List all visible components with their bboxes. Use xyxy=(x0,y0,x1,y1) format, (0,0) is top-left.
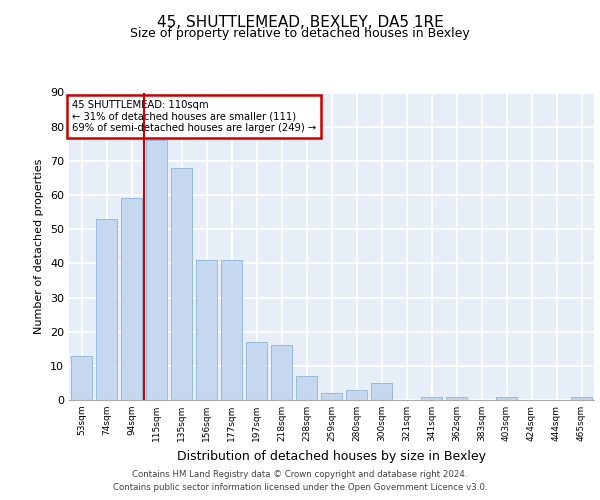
Bar xyxy=(96,219,117,400)
Y-axis label: Number of detached properties: Number of detached properties xyxy=(34,158,44,334)
Bar xyxy=(271,346,292,400)
Bar xyxy=(296,376,317,400)
Bar xyxy=(446,396,467,400)
Bar xyxy=(346,390,367,400)
Text: 45, SHUTTLEMEAD, BEXLEY, DA5 1RE: 45, SHUTTLEMEAD, BEXLEY, DA5 1RE xyxy=(157,15,443,30)
Bar xyxy=(171,168,192,400)
Text: Size of property relative to detached houses in Bexley: Size of property relative to detached ho… xyxy=(130,28,470,40)
Bar xyxy=(371,383,392,400)
Bar xyxy=(321,393,342,400)
Bar xyxy=(496,396,517,400)
Bar xyxy=(121,198,142,400)
Bar xyxy=(71,356,92,400)
Text: Contains HM Land Registry data © Crown copyright and database right 2024.
Contai: Contains HM Land Registry data © Crown c… xyxy=(113,470,487,492)
Bar xyxy=(571,396,592,400)
Text: 45 SHUTTLEMEAD: 110sqm
← 31% of detached houses are smaller (111)
69% of semi-de: 45 SHUTTLEMEAD: 110sqm ← 31% of detached… xyxy=(71,100,316,134)
Bar xyxy=(146,140,167,400)
Bar xyxy=(246,342,267,400)
Bar xyxy=(421,396,442,400)
X-axis label: Distribution of detached houses by size in Bexley: Distribution of detached houses by size … xyxy=(177,450,486,462)
Bar xyxy=(221,260,242,400)
Bar xyxy=(196,260,217,400)
